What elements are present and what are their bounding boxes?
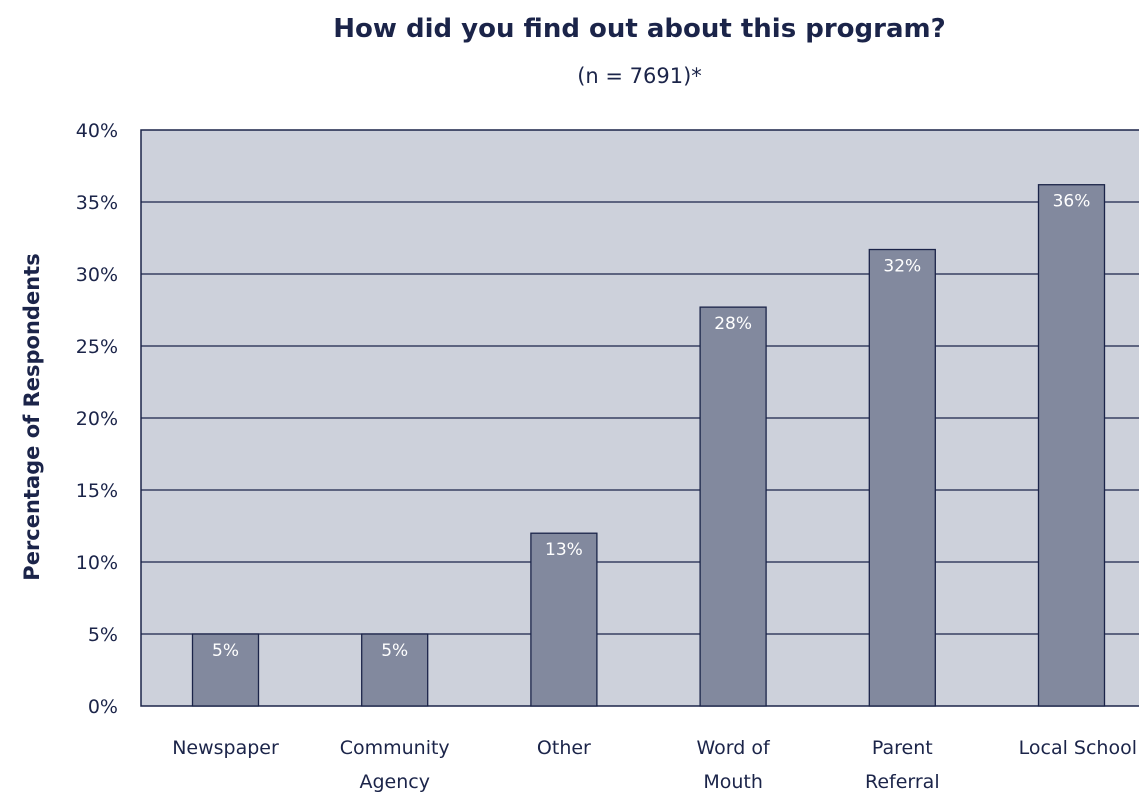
bars bbox=[191, 184, 1106, 707]
bar bbox=[1037, 184, 1106, 707]
x-category-label: Local School bbox=[1019, 737, 1137, 759]
x-category-label: Newspaper bbox=[172, 737, 279, 759]
data-label: 36% bbox=[1053, 192, 1091, 212]
y-tick-label: 15% bbox=[76, 480, 118, 502]
grid-lines bbox=[141, 201, 1139, 635]
y-tick-label: 0% bbox=[88, 696, 118, 718]
y-tick-label: 5% bbox=[88, 624, 118, 646]
x-category-label: Other bbox=[537, 737, 591, 759]
x-category-label: Community bbox=[340, 737, 450, 759]
x-category-label: Mouth bbox=[703, 771, 763, 793]
y-tick-label: 40% bbox=[76, 120, 118, 142]
x-axis-labels: Newspaper Community Agency Other Word of Mout… bbox=[172, 737, 1137, 793]
x-category-label: Referral bbox=[865, 771, 940, 793]
y-tick-label: 25% bbox=[76, 336, 118, 358]
bar bbox=[530, 532, 598, 707]
bar bbox=[361, 633, 429, 707]
data-label: 5% bbox=[212, 641, 239, 661]
chart-title: How did you find out about this program? bbox=[333, 14, 946, 44]
data-label: 13% bbox=[545, 540, 583, 560]
y-tick-label: 30% bbox=[76, 264, 118, 286]
bar bbox=[699, 306, 767, 707]
data-labels: 5% 5% 13% 28% 32% 36% bbox=[212, 192, 1090, 661]
data-label: 5% bbox=[381, 641, 408, 661]
data-label: 28% bbox=[714, 314, 752, 334]
x-category-label: Parent bbox=[872, 737, 933, 759]
y-tick-label: 10% bbox=[76, 552, 118, 574]
y-tick-label: 35% bbox=[76, 192, 118, 214]
bar bbox=[191, 633, 260, 707]
bar bbox=[868, 248, 936, 707]
x-category-label: Word of bbox=[696, 737, 771, 759]
chart-subtitle: (n = 7691)* bbox=[577, 64, 702, 88]
x-category-label: Agency bbox=[359, 771, 429, 793]
data-label: 32% bbox=[883, 257, 921, 277]
y-tick-label: 20% bbox=[76, 408, 118, 430]
y-axis-ticks: 0% 5% 10% 15% 20% 25% 30% 35% 40% bbox=[76, 120, 118, 718]
